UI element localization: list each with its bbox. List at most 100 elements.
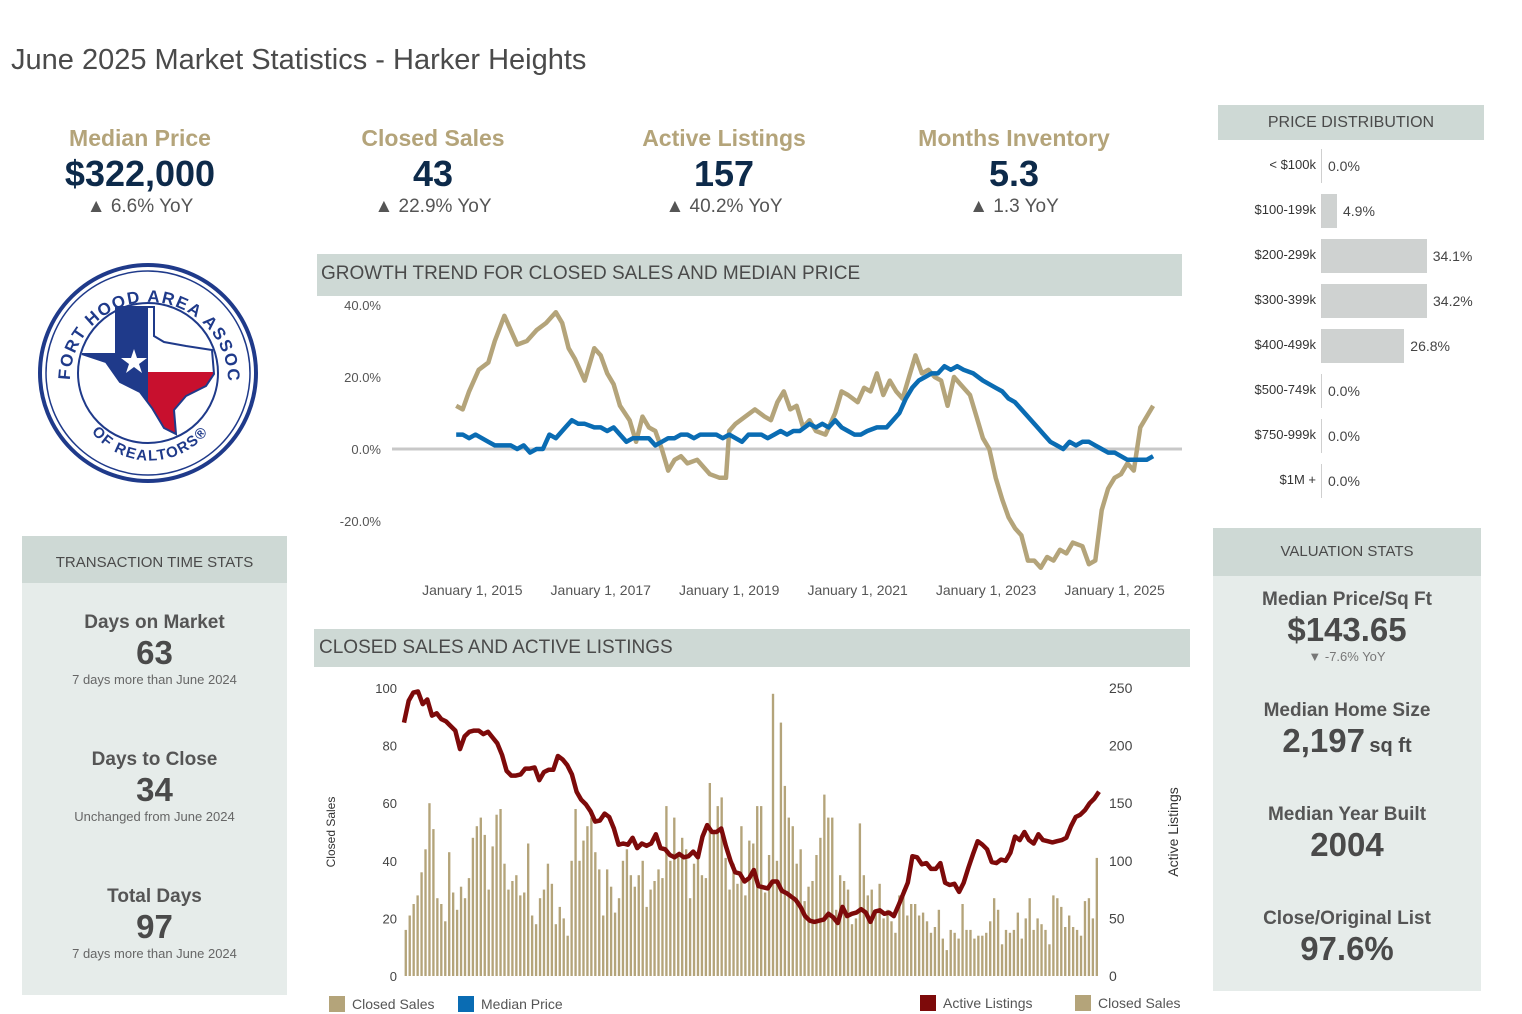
closed-sales-bar: [846, 889, 850, 976]
right-axis-title: Active Listings: [1165, 787, 1181, 876]
price-distribution-value: 26.8%: [1410, 338, 1450, 354]
stat-label: Total Days: [107, 886, 202, 907]
closed-sales-bar: [878, 883, 881, 976]
closed-sales-bar: [910, 904, 913, 976]
closed-sales-bar: [483, 834, 486, 976]
left-tick-label: 60: [383, 796, 397, 811]
closed-sales-bar: [803, 901, 806, 976]
price-band-label: $100-199k: [1254, 202, 1316, 217]
valuation-stats-panel: VALUATION STATS Median Price/Sq Ft $143.…: [1213, 528, 1481, 991]
closed-sales-bar: [728, 889, 731, 976]
closed-sales-bar: [613, 912, 617, 976]
kpi-label: Closed Sales: [361, 125, 505, 151]
closed-sales-bar: [925, 921, 929, 976]
closed-sales-bar: [969, 929, 972, 976]
closed-sales-bar: [546, 863, 550, 976]
stat-days-on-market: Days on Market 63 7 days more than June …: [22, 612, 287, 687]
price-distribution-row: $400-499k 26.8%: [1220, 329, 1500, 363]
stat-note: 7 days more than June 2024: [72, 946, 237, 961]
closed-sales-bar: [1087, 898, 1091, 976]
stat-year-built: Median Year Built 2004: [1213, 804, 1481, 864]
closed-sales-bar: [669, 860, 672, 976]
closed-sales-bar: [491, 846, 494, 976]
closed-sales-bar: [527, 843, 530, 976]
closed-sales-bar: [874, 909, 877, 976]
closed-sales-bar: [866, 895, 869, 976]
closed-sales-bar: [684, 849, 688, 976]
price-distribution-bar: [1322, 239, 1427, 273]
closed-sales-bar: [451, 892, 455, 976]
price-distribution-row: < $100k 0.0%: [1220, 149, 1500, 183]
closed-sales-bar: [724, 857, 727, 976]
closed-sales-bar: [890, 921, 893, 976]
closed-sales-bar: [720, 797, 723, 976]
panel-header: VALUATION STATS: [1213, 528, 1481, 576]
closed-sales-bar: [756, 806, 759, 976]
closed-sales-bar: [420, 872, 423, 976]
closed-sales-bar: [1068, 915, 1071, 976]
closed-sales-bar: [1000, 944, 1004, 976]
stat-value: 34: [136, 771, 173, 808]
closed-sales-bar: [605, 869, 609, 976]
closed-sales-bar: [858, 823, 862, 976]
y-tick-label: -20.0%: [340, 514, 382, 529]
right-tick-label: 100: [1109, 853, 1133, 869]
x-tick-label: January 1, 2025: [1064, 582, 1165, 598]
closed-sales-bar: [519, 895, 522, 976]
closed-sales-bar: [617, 898, 621, 976]
stat-value-row: 2,197 sq ft: [1213, 722, 1481, 760]
closed-sales-bar: [1036, 918, 1039, 976]
closed-sales-bar: [811, 881, 814, 976]
stat-label: Days to Close: [91, 749, 218, 770]
closed-sales-bar: [570, 860, 573, 976]
closed-sales-bar: [957, 938, 960, 976]
closed-sales-bar: [708, 783, 712, 976]
price-distribution-row: $100-199k 4.9%: [1220, 194, 1500, 228]
price-axis-line: [1321, 419, 1322, 453]
closed-sales-bar: [752, 843, 755, 976]
price-distribution-bar: [1322, 194, 1337, 228]
price-distribution-bar: [1322, 329, 1405, 363]
kpi-months-inventory: Months Inventory 5.3 ▲ 1.3 YoY: [884, 125, 1144, 218]
closed-sales-bar: [495, 814, 498, 976]
closed-sales-bar: [704, 878, 708, 976]
closed-sales-bar: [629, 875, 633, 976]
price-band-label: $300-399k: [1254, 292, 1316, 307]
price-distribution-value: 4.9%: [1343, 203, 1375, 219]
kpi-closed-sales: Closed Sales 43 ▲ 22.9% YoY: [303, 125, 563, 218]
closed-sales-bar: [831, 817, 834, 976]
kpi-change: ▲ 22.9% YoY: [374, 196, 492, 217]
closed-sales-bar: [835, 909, 838, 976]
closed-sales-bar: [637, 875, 640, 976]
closed-sales-bar: [649, 889, 652, 976]
closed-sales-bar: [827, 817, 830, 976]
closed-sales-bar: [554, 924, 558, 976]
closed-sales-bar: [933, 927, 937, 976]
closed-sales-bar: [854, 918, 858, 976]
closed-sales-bar: [977, 935, 980, 976]
closed-sales-bar: [1048, 944, 1051, 976]
closed-sales-bar: [870, 889, 873, 976]
closed-sales-bar: [700, 875, 704, 976]
price-distribution-bar: [1322, 284, 1427, 318]
closed-sales-bar: [696, 855, 700, 976]
closed-sales-bar: [937, 909, 941, 976]
closed-sales-bar: [1024, 918, 1027, 976]
price-axis-line: [1321, 149, 1322, 183]
closed-sales-bar: [594, 852, 597, 976]
closed-sales-bar: [692, 863, 696, 976]
price-distribution-value: 0.0%: [1328, 473, 1360, 489]
closed-sales-bar: [688, 898, 692, 976]
closed-sales-bar: [949, 929, 952, 976]
closed-sales-bar: [862, 875, 866, 976]
closed-sales-bar: [641, 860, 644, 976]
closed-sales-bar: [432, 829, 435, 976]
left-tick-label: 40: [383, 854, 397, 869]
price-axis-line: [1321, 194, 1322, 228]
closed-sales-bar: [1032, 929, 1035, 976]
closed-sales-bar: [609, 886, 613, 976]
closed-sales-bar: [404, 929, 407, 976]
closed-sales-bar: [791, 826, 794, 976]
closed-sales-bar: [507, 889, 510, 976]
stat-value: 63: [136, 634, 173, 671]
